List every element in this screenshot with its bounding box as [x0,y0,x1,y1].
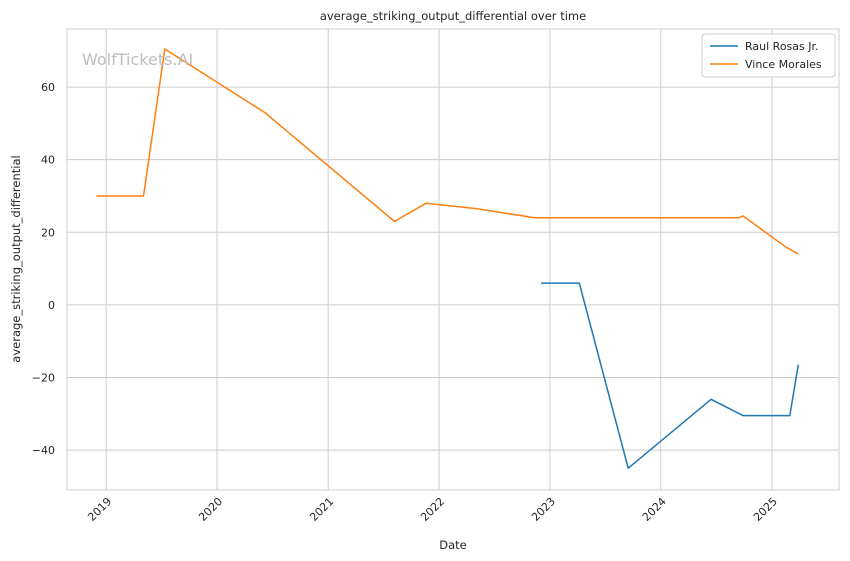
legend-label-vince-morales: Vince Morales [745,58,822,71]
x-axis-title: Date [439,538,467,552]
y-axis-title: average_striking_output_differential [9,155,23,362]
series-line-vince-morales [96,48,799,255]
series-line-raul-rosas-jr [541,282,800,469]
legend-box [701,33,836,78]
y-tick-label: 60 [41,81,55,94]
legend-label-raul-rosas-jr: Raul Rosas Jr. [745,40,819,53]
y-tick-label: −20 [32,371,55,384]
chart-title: average_striking_output_differential ove… [320,9,586,23]
y-tick-label: 20 [41,226,55,239]
y-tick-label: −40 [32,444,55,457]
y-tick-label: 0 [48,299,55,312]
watermark-text: WolfTickets.AI [82,50,193,69]
legend: Raul Rosas Jr. Vince Morales [701,33,836,78]
grid [67,29,839,490]
plot-frame [66,28,840,491]
series-lines [96,48,800,469]
y-tick-label: 40 [41,154,55,167]
